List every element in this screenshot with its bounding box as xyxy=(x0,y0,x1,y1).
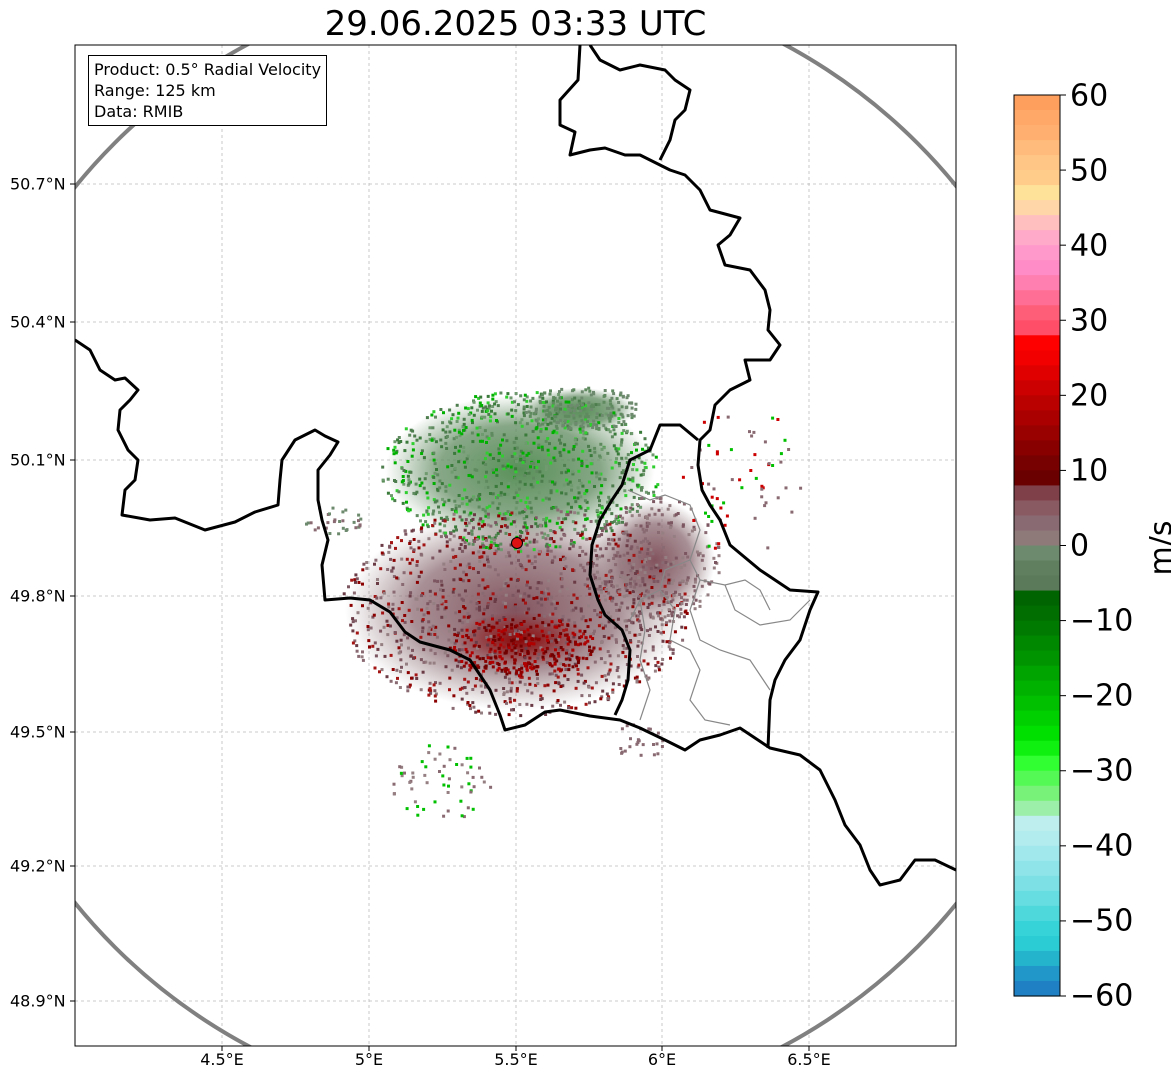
colorbar-segment xyxy=(1014,575,1060,592)
province-borders xyxy=(627,489,811,726)
colorbar-segment xyxy=(1014,875,1060,892)
colorbar-segment xyxy=(1014,365,1060,381)
colorbar-segment xyxy=(1014,935,1060,952)
colorbar-segment xyxy=(1014,800,1060,817)
colorbar-segment xyxy=(1014,545,1060,562)
colorbar-segment xyxy=(1014,725,1060,742)
colorbar-segment xyxy=(1014,95,1060,111)
colorbar-tick-label: 30 xyxy=(1070,303,1109,339)
colorbar-unit-label: m/s xyxy=(1143,520,1171,576)
lat-label: 50.1°N xyxy=(10,450,66,470)
colorbar-segment xyxy=(1014,740,1060,757)
colorbar-segment xyxy=(1014,680,1060,697)
info-data-source: Data: RMIB xyxy=(94,102,184,121)
country-borders xyxy=(75,45,956,887)
colorbar-segment xyxy=(1014,275,1060,291)
colorbar-segment xyxy=(1014,125,1060,141)
colorbar-segment xyxy=(1014,335,1060,351)
colorbar-segment xyxy=(1014,305,1060,321)
colorbar-segment xyxy=(1014,155,1060,171)
colorbar-segment xyxy=(1014,845,1060,862)
colorbar-segment xyxy=(1014,635,1060,652)
lon-label: 6°E xyxy=(647,1050,677,1069)
colorbar-segment xyxy=(1014,590,1060,607)
colorbar-tick-label: 0 xyxy=(1070,528,1090,564)
colorbar-segment xyxy=(1014,605,1060,622)
colorbar-segment xyxy=(1014,110,1060,126)
colorbar-segment xyxy=(1014,395,1060,411)
colorbar-segment xyxy=(1014,650,1060,667)
colorbar-segment xyxy=(1014,815,1060,832)
colorbar-segment xyxy=(1014,500,1060,517)
colorbar-tick-label: 50 xyxy=(1070,153,1109,189)
colorbar-segment xyxy=(1014,965,1060,982)
colorbar-segment xyxy=(1014,665,1060,682)
colorbar-segment xyxy=(1014,620,1060,637)
velocity-colorbar xyxy=(1014,95,1060,997)
colorbar-segment xyxy=(1014,455,1060,472)
colorbar-segment xyxy=(1014,470,1060,487)
colorbar-tick-label: −30 xyxy=(1070,753,1134,789)
colorbar-tick-label: 60 xyxy=(1070,78,1109,114)
lat-label: 49.5°N xyxy=(10,722,66,742)
colorbar-segment xyxy=(1014,140,1060,156)
colorbar-tick-label: 40 xyxy=(1070,228,1109,264)
colorbar-segment xyxy=(1014,950,1060,967)
lat-label: 50.4°N xyxy=(10,312,66,332)
colorbar-segment xyxy=(1014,200,1060,216)
colorbar-segment xyxy=(1014,785,1060,802)
colorbar-segment xyxy=(1014,350,1060,366)
colorbar-segment xyxy=(1014,380,1060,396)
lon-label: 5°E xyxy=(354,1050,384,1069)
colorbar-segment xyxy=(1014,920,1060,937)
product-info-box: Product: 0.5° Radial Velocity Range: 125… xyxy=(88,55,328,126)
colorbar-segment xyxy=(1014,485,1060,502)
colorbar-segment xyxy=(1014,980,1060,997)
colorbar-segment xyxy=(1014,890,1060,907)
colorbar-segment xyxy=(1014,230,1060,246)
colorbar-segment xyxy=(1014,830,1060,847)
velocity-echoes xyxy=(305,386,803,819)
colorbar-tick-label: −10 xyxy=(1070,603,1134,639)
map-title: 29.06.2025 03:33 UTC xyxy=(324,4,707,44)
colorbar-segment xyxy=(1014,770,1060,787)
colorbar-segment xyxy=(1014,425,1060,441)
colorbar-tick-label: 10 xyxy=(1070,453,1109,489)
lon-label: 5.5°E xyxy=(494,1050,538,1069)
colorbar-segment xyxy=(1014,215,1060,231)
gridlines xyxy=(75,45,956,1046)
colorbar-segment xyxy=(1014,695,1060,712)
colorbar-tick-label: −60 xyxy=(1070,978,1134,1014)
colorbar-tick-label: −50 xyxy=(1070,903,1134,939)
radar-site-marker xyxy=(511,537,523,549)
colorbar-tick-label: −40 xyxy=(1070,828,1134,864)
info-range: Range: 125 km xyxy=(94,81,216,100)
lat-label: 48.9°N xyxy=(10,991,66,1011)
lon-label: 4.5°E xyxy=(200,1050,244,1069)
colorbar-segment xyxy=(1014,860,1060,877)
colorbar-segment xyxy=(1014,905,1060,922)
colorbar-segment xyxy=(1014,710,1060,727)
colorbar-segment xyxy=(1014,185,1060,201)
colorbar-segment xyxy=(1014,245,1060,261)
colorbar-tick-label: −20 xyxy=(1070,678,1134,714)
lat-label: 49.2°N xyxy=(10,856,66,876)
colorbar-segment xyxy=(1014,260,1060,276)
lat-label: 49.8°N xyxy=(10,586,66,606)
colorbar-tick-label: 20 xyxy=(1070,378,1109,414)
lat-label: 50.7°N xyxy=(10,174,66,194)
lon-label: 6.5°E xyxy=(787,1050,831,1069)
colorbar-segment xyxy=(1014,440,1060,456)
colorbar-segment xyxy=(1014,515,1060,532)
colorbar-segment xyxy=(1014,560,1060,577)
info-product: Product: 0.5° Radial Velocity xyxy=(94,60,322,79)
colorbar-segment xyxy=(1014,320,1060,336)
colorbar-segment xyxy=(1014,410,1060,426)
colorbar-segment xyxy=(1014,755,1060,772)
colorbar-segment xyxy=(1014,530,1060,547)
colorbar-segment xyxy=(1014,170,1060,186)
colorbar-segment xyxy=(1014,290,1060,306)
